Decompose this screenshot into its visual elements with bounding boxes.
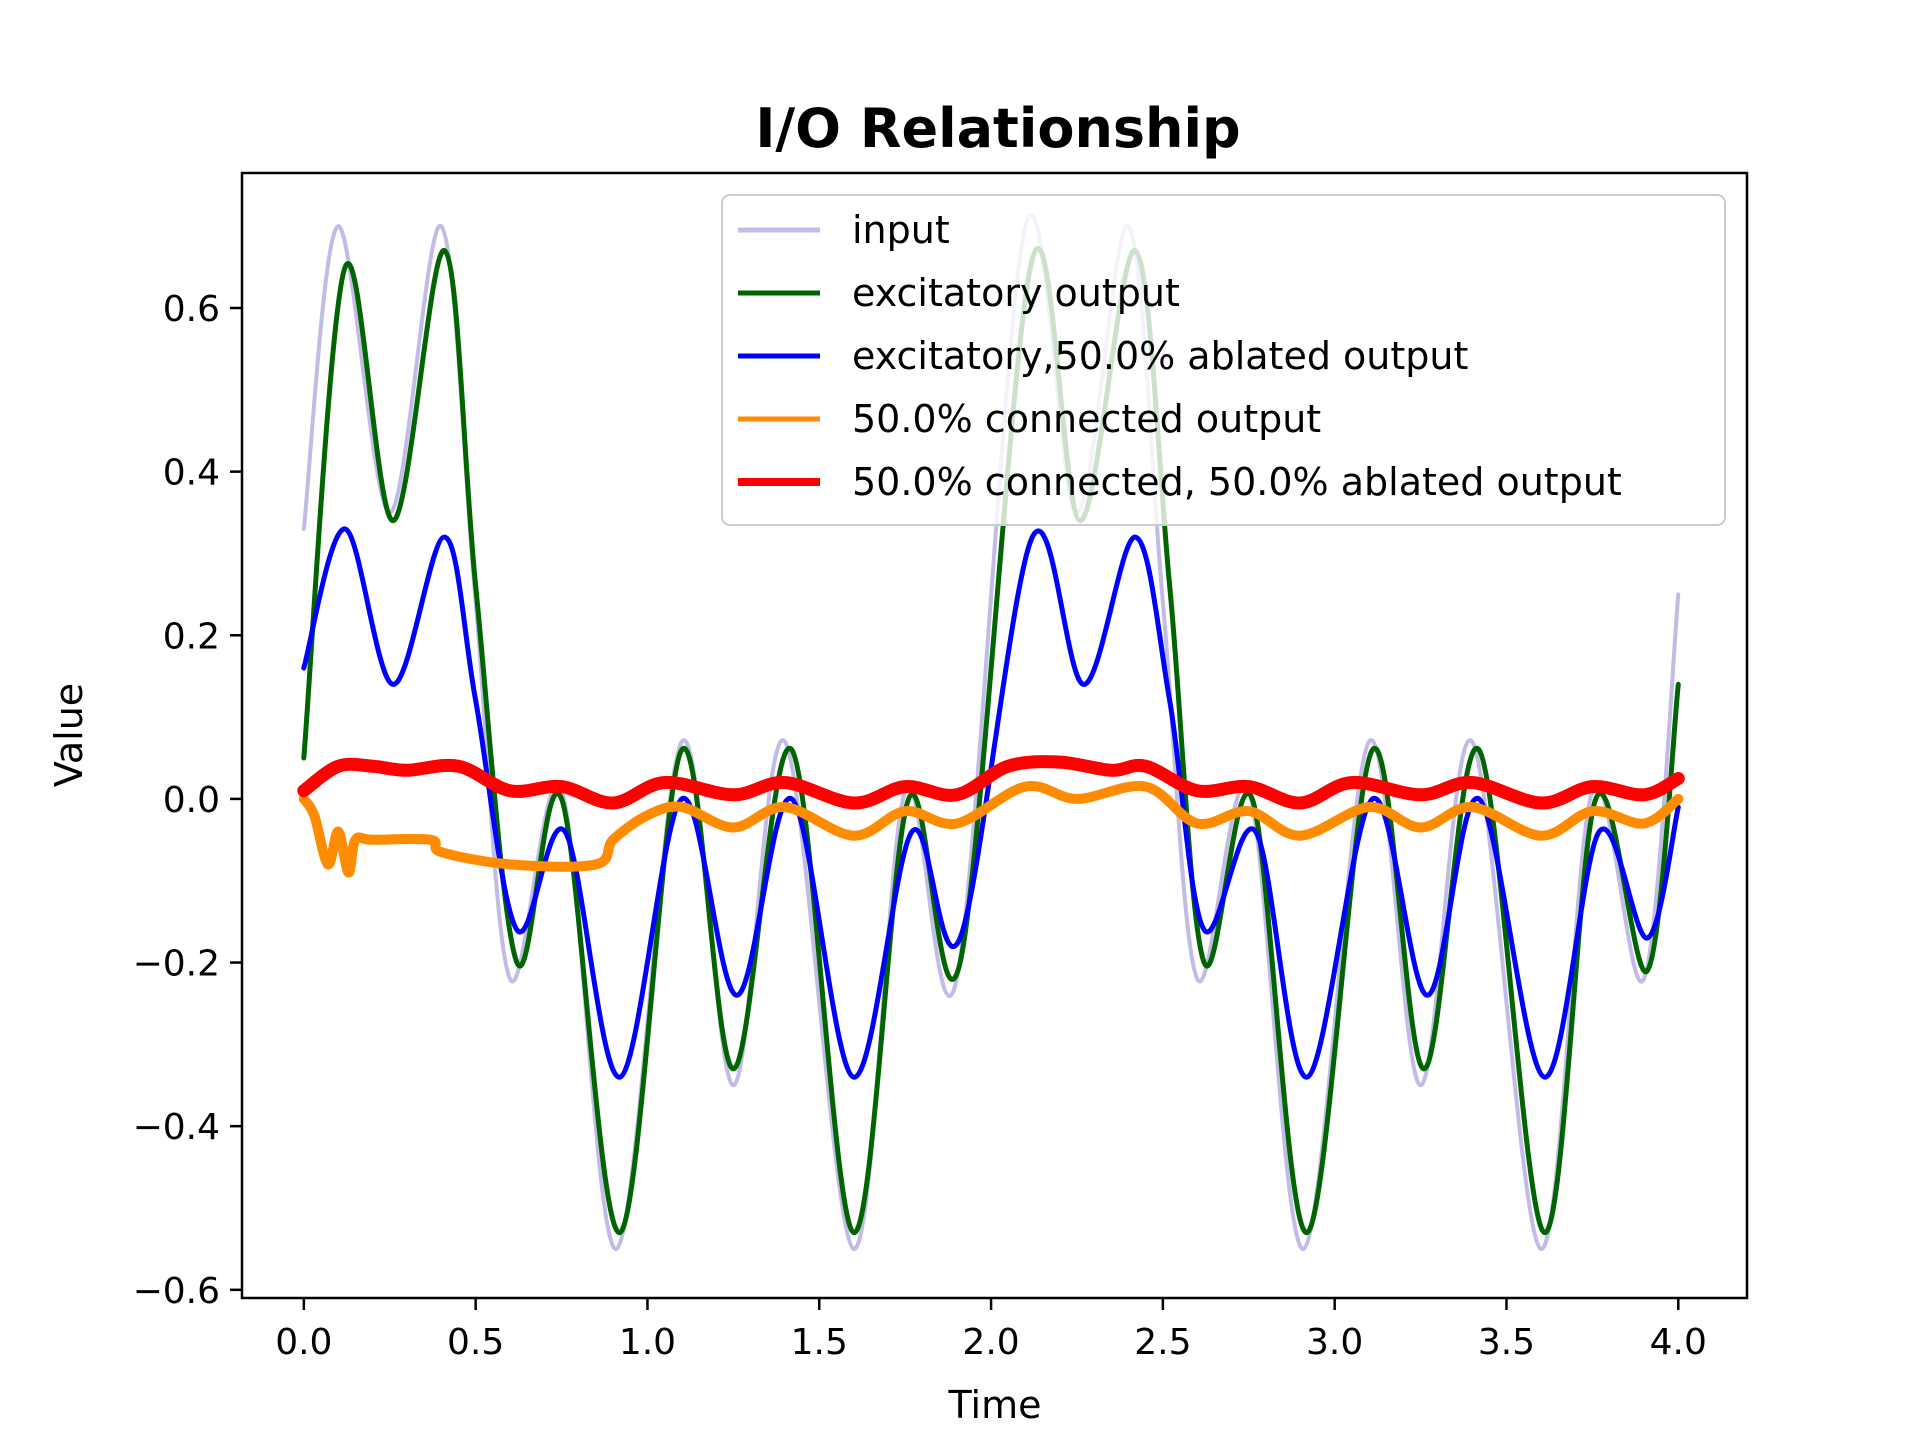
plot-area-frame [240,171,1749,1300]
x-axis-label: Time [948,1383,1042,1427]
series-line-0 [301,213,1681,1251]
y-tick-label: 0.6 [163,289,220,330]
x-tick-label: 2.5 [1134,1322,1191,1363]
x-tick-label: 3.5 [1478,1322,1535,1363]
y-tick-label: −0.2 [133,944,220,985]
series-line-3 [298,780,1684,878]
x-tick-label: 1.5 [791,1322,848,1363]
x-tick-label: 0.0 [275,1322,332,1363]
chart-title: I/O Relationship [755,97,1240,160]
legend-items: input excitatory output excitatory,50.0% a… [738,208,1622,504]
legend-label: excitatory output [852,271,1180,315]
legend-label: excitatory,50.0% ablated output [852,334,1468,378]
series-line-2 [301,526,1681,1080]
x-tick-label: 0.5 [447,1322,504,1363]
series-line-4 [297,755,1685,810]
y-tick-label: 0.4 [163,453,220,494]
y-axis-label: Value [47,683,91,787]
x-tick-label: 4.0 [1650,1322,1707,1363]
legend-label: 50.0% connected, 50.0% ablated output [852,460,1622,504]
legend: input excitatory output excitatory,50.0% a… [721,194,1726,526]
y-tick-label: −0.6 [133,1271,220,1312]
y-tick-label: 0.0 [163,780,220,821]
legend-box [721,194,1726,526]
x-tick-label: 1.0 [619,1322,676,1363]
x-axis: 0.0 0.5 1.0 1.5 2.0 2.5 3.0 3.5 4.0 [275,1298,1707,1363]
series-layer [297,213,1685,1251]
x-tick-label: 3.0 [1306,1322,1363,1363]
legend-label: input [852,208,950,252]
legend-label: 50.0% connected output [852,397,1321,441]
x-tick-label: 2.0 [962,1322,1019,1363]
y-tick-label: −0.4 [133,1107,220,1148]
y-tick-label: 0.2 [163,616,220,657]
y-axis: −0.6 −0.4 −0.2 0.0 0.2 0.4 0.6 [133,289,242,1312]
